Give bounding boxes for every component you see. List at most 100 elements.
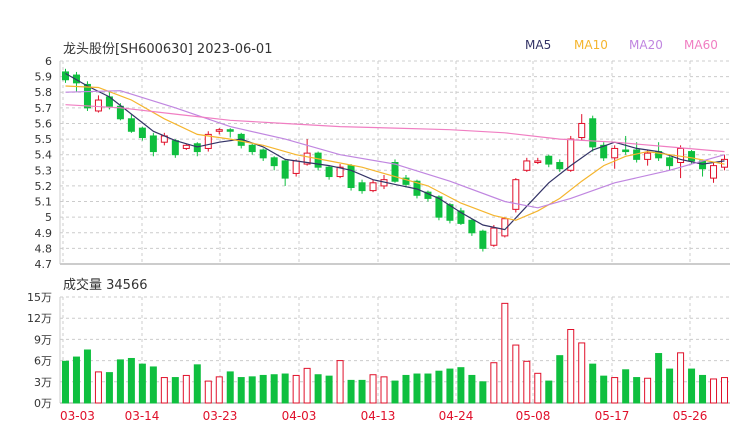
candle-body [83,83,91,109]
price-tick-label: 6 [45,55,52,68]
volume-bar [578,342,586,404]
date-tick-label: 03-23 [203,409,238,423]
candle-body [644,152,652,160]
volume-bar [336,360,344,404]
volume-bar [248,376,256,404]
price-tick-label: 5.5 [35,133,53,146]
volume-bar [512,344,520,404]
date-tick-label: 04-24 [439,409,474,423]
date-tick-label: 05-17 [595,409,630,423]
candle-body [61,71,69,81]
candle-body [336,166,344,178]
candle-body [369,182,377,192]
candle-body [545,155,553,165]
candle-body [204,133,212,149]
candle-body [534,160,542,163]
candle-body [127,118,135,132]
candle-body [314,152,322,168]
volume-bar [237,377,245,404]
volume-tick-label: 0万 [34,397,52,410]
price-tick-label: 5.9 [35,71,53,84]
volume-bar [622,369,630,404]
ma20-line [65,90,725,209]
price-tick-label: 5.2 [35,180,53,193]
price-tick-label: 5 [45,211,52,224]
candle-body [347,165,355,188]
candle-body [303,152,311,165]
candle-body [248,144,256,153]
price-tick-label: 4.9 [35,227,53,240]
candle-body [512,179,520,210]
price-tick-label: 5.4 [35,149,53,162]
candle-body [600,144,608,159]
volume-bar [721,377,729,404]
volume-bar [644,377,652,404]
date-tick-label: 03-14 [125,409,160,423]
volume-bar [149,366,157,404]
volume-bar [589,363,597,404]
volume-bar [193,364,201,404]
volume-bar [402,374,410,404]
candle-body [688,151,696,162]
candle-body [358,182,366,192]
candle-body [556,162,564,170]
volume-bar [413,373,421,404]
candle-body [149,135,157,153]
volume-tick-label: 9万 [34,333,52,346]
candle-body [182,144,190,149]
candle-body [611,147,619,159]
volume-bar [314,374,322,404]
volume-bar [303,367,311,404]
volume-bar [259,374,267,404]
volume-bar [633,377,641,404]
volume-bar [655,353,663,404]
candle-body [589,118,597,148]
volume-bar [710,378,718,404]
volume-bar [105,372,113,404]
volume-bar [127,357,135,404]
ma20-legend: MA20 [629,38,663,52]
candle-body [325,166,333,178]
volume-bar [171,377,179,404]
volume-bar [556,355,564,404]
volume-bar [215,376,223,404]
candle-body [292,160,300,174]
price-tick-label: 5.6 [35,117,53,130]
candle-body [281,160,289,179]
volume-bar [270,374,278,404]
price-tick-label: 5.3 [35,164,53,177]
volume-bar [61,360,69,404]
candle-body [171,140,179,156]
volume-tick-label: 12万 [27,312,52,325]
volume-bar [83,349,91,404]
candle-body [578,122,586,139]
volume-bar [281,373,289,404]
volume-tick-label: 6万 [34,355,52,368]
volume-bar [160,377,168,404]
candle-body [94,99,102,112]
volume-bar [72,356,80,404]
candle-body [402,177,410,185]
volume-bar [391,380,399,404]
volume-bar [699,374,707,404]
price-tick-label: 4.7 [35,258,53,271]
candle-body [270,157,278,167]
price-tick-label: 5.8 [35,86,53,99]
candle-body [666,157,674,167]
candle-body [138,127,146,139]
volume-bar [94,371,102,404]
date-tick-label: 05-08 [516,409,551,423]
candle-body [259,149,267,159]
volume-bar [325,375,333,404]
price-tick-label: 5.7 [35,102,53,115]
candle-body [391,162,399,182]
candle-body [523,160,531,171]
candle-body [501,218,509,237]
candle-body [457,210,465,224]
volume-bar [226,371,234,404]
date-tick-label: 03-03 [60,409,95,423]
ma60-legend: MA60 [684,38,718,52]
volume-bar [457,367,465,404]
volume-tick-label: 3万 [34,376,52,389]
volume-bar [501,302,509,404]
